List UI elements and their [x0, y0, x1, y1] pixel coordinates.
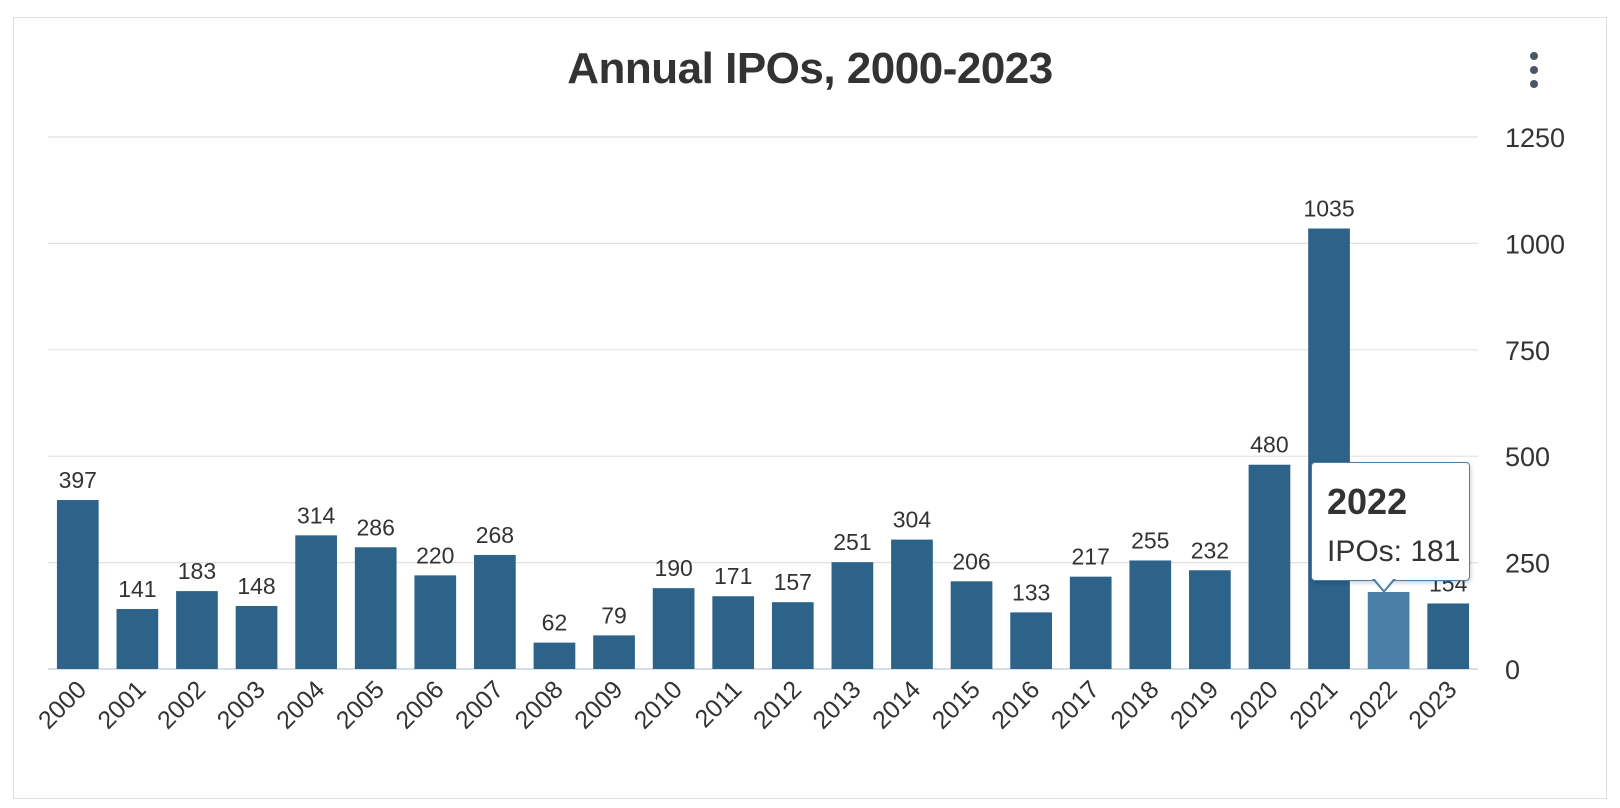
x-tick-label-2013: 2013 [807, 675, 866, 734]
data-label-2005: 286 [357, 514, 395, 540]
bar-2016[interactable] [1010, 612, 1052, 669]
bar-2017[interactable] [1069, 576, 1112, 669]
data-label-2003: 148 [237, 573, 275, 599]
y-tick-label: 500 [1505, 442, 1550, 472]
data-label-2012: 157 [774, 569, 812, 595]
y-tick-label: 1000 [1505, 229, 1565, 259]
kebab-menu-icon-dot [1530, 80, 1538, 88]
x-tick-label-2007: 2007 [450, 675, 509, 734]
kebab-menu-icon-dot [1530, 66, 1538, 74]
x-tick-label-2011: 2011 [690, 675, 748, 733]
x-tick-label-2010: 2010 [629, 675, 688, 734]
chart-tooltip: 2022 IPOs: 181 [1311, 462, 1470, 581]
bar-2013[interactable] [831, 562, 874, 669]
x-tick-label-2009: 2009 [569, 675, 628, 734]
chart-menu-button[interactable] [1522, 48, 1546, 92]
bar-2009[interactable] [593, 635, 635, 669]
data-label-2014: 304 [893, 507, 932, 533]
data-label-2017: 217 [1072, 544, 1110, 570]
x-tick-label-2008: 2008 [510, 675, 569, 734]
data-label-2009: 79 [601, 602, 627, 628]
x-tick-label-2022: 2022 [1344, 675, 1403, 734]
data-label-2006: 220 [416, 542, 454, 568]
x-tick-label-2004: 2004 [271, 675, 330, 734]
data-label-2004: 314 [297, 502, 336, 528]
y-tick-label: 0 [1505, 655, 1520, 685]
x-tick-label-2000: 2000 [33, 675, 92, 734]
x-tick-label-2018: 2018 [1105, 675, 1164, 734]
bar-2015[interactable] [950, 581, 993, 669]
data-label-2015: 206 [952, 548, 990, 574]
bar-2023[interactable] [1427, 603, 1470, 669]
data-label-2002: 183 [178, 558, 216, 584]
bar-2002[interactable] [176, 591, 218, 669]
bar-2003[interactable] [235, 606, 278, 669]
bar-2001[interactable] [116, 608, 159, 669]
tooltip-arrow-inner [1374, 578, 1394, 590]
bar-2022[interactable] [1367, 591, 1410, 669]
bar-2000[interactable] [56, 500, 99, 669]
bar-2019[interactable] [1189, 570, 1231, 669]
chart-title: Annual IPOs, 2000-2023 [567, 44, 1053, 93]
data-label-2013: 251 [833, 529, 871, 555]
data-label-2010: 190 [654, 555, 692, 581]
x-tick-label-2001: 2001 [92, 675, 151, 734]
bar-2018[interactable] [1129, 560, 1172, 669]
x-tick-label-2020: 2020 [1225, 675, 1284, 734]
x-tick-label-2002: 2002 [152, 675, 211, 734]
bar-2005[interactable] [354, 547, 397, 669]
bar-2020[interactable] [1248, 464, 1291, 669]
bar-2004[interactable] [295, 535, 337, 669]
data-label-2018: 255 [1131, 527, 1169, 553]
data-label-2007: 268 [476, 522, 514, 548]
data-label-2021: 1035 [1303, 196, 1354, 222]
tooltip-title: 2022 [1327, 481, 1408, 522]
y-tick-label: 1250 [1505, 123, 1565, 153]
data-label-2000: 397 [59, 467, 97, 493]
x-tick-label-2021: 2021 [1284, 675, 1343, 734]
y-tick-label: 250 [1505, 549, 1550, 579]
data-label-2020: 480 [1250, 432, 1288, 458]
data-label-2011: 171 [714, 563, 752, 589]
data-label-2019: 232 [1191, 537, 1229, 563]
x-tick-label-2017: 2017 [1046, 675, 1105, 734]
x-tick-label-2014: 2014 [867, 675, 926, 734]
kebab-menu-icon [1530, 52, 1538, 60]
data-label-2001: 141 [118, 576, 156, 602]
x-tick-label-2012: 2012 [748, 675, 807, 734]
x-tick-label-2005: 2005 [331, 675, 390, 734]
bar-2006[interactable] [414, 575, 457, 669]
bar-2008[interactable] [533, 642, 576, 669]
bar-2010[interactable] [652, 588, 695, 669]
bar-2021[interactable] [1308, 228, 1350, 669]
data-label-2016: 133 [1012, 579, 1050, 605]
bar-2007[interactable] [474, 554, 516, 669]
x-tick-label-2019: 2019 [1165, 675, 1224, 734]
y-tick-label: 750 [1505, 336, 1550, 366]
bar-2012[interactable] [771, 602, 814, 669]
data-label-2008: 62 [542, 610, 568, 636]
bar-2014[interactable] [891, 539, 933, 669]
x-tick-label-2003: 2003 [212, 675, 271, 734]
x-tick-label-2006: 2006 [390, 675, 449, 734]
x-tick-label-2016: 2016 [986, 675, 1045, 734]
x-tick-label-2015: 2015 [927, 675, 986, 734]
bar-2011[interactable] [712, 596, 755, 669]
tooltip-value: IPOs: 181 [1327, 535, 1461, 568]
x-tick-label-2023: 2023 [1403, 675, 1462, 734]
